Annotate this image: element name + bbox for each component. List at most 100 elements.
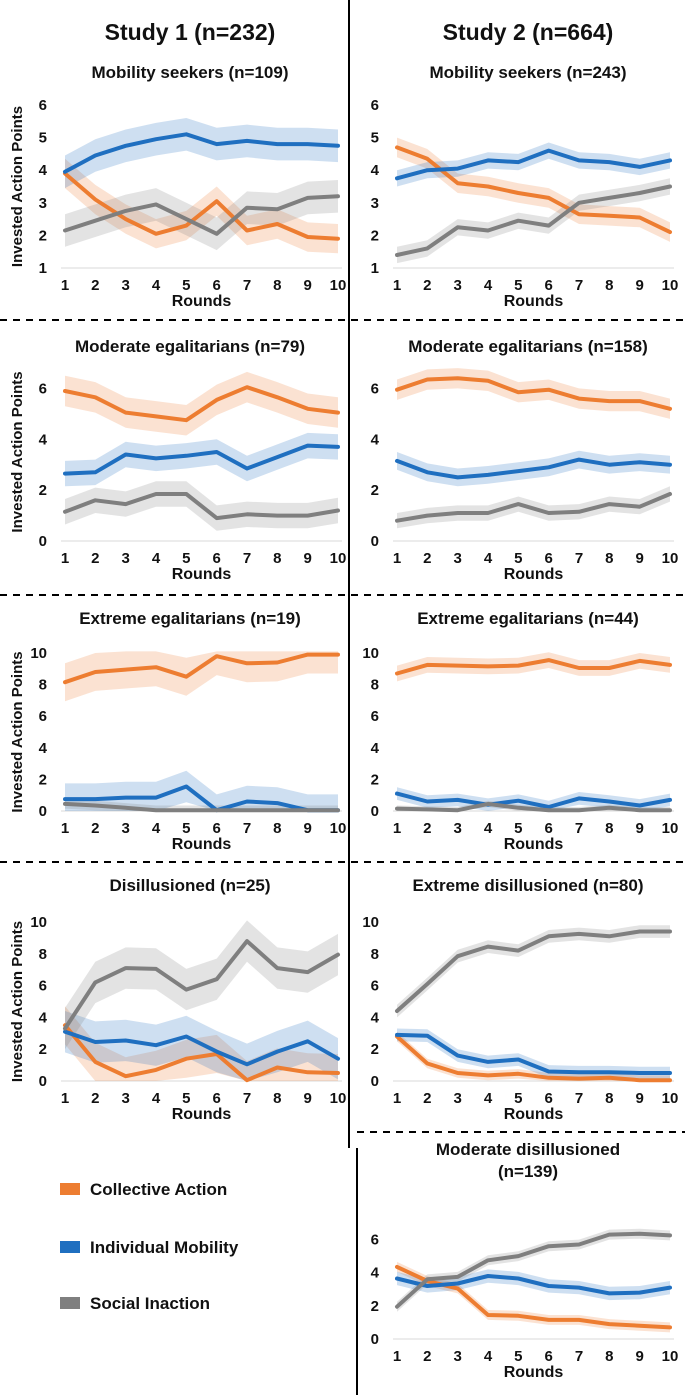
series-line-social-inaction: [395, 492, 672, 523]
x-tick-label: 3: [453, 820, 461, 837]
series-line-collective-action: [63, 385, 340, 423]
ci-band-social-inaction: [397, 925, 670, 1018]
y-tick-label: 10: [362, 645, 379, 662]
ci-band-social-inaction: [397, 1228, 670, 1312]
y-tick-label: 2: [371, 482, 379, 499]
y-tick-label: 4: [371, 162, 380, 179]
x-tick-label: 10: [662, 820, 679, 837]
x-tick-label: 6: [212, 820, 220, 837]
y-tick-label: 3: [39, 195, 47, 212]
x-tick-label: 8: [605, 820, 613, 837]
x-tick-label: 5: [514, 1348, 522, 1365]
series-line-collective-action: [63, 171, 340, 241]
x-tick-label: 1: [61, 550, 69, 567]
series-line-social-inaction: [395, 801, 672, 813]
x-tick-label: 6: [212, 277, 220, 294]
x-tick-label: 6: [544, 1090, 552, 1107]
legend-swatch-inaction: [60, 1297, 80, 1309]
x-tick-label: 4: [152, 277, 161, 294]
panel-s1-mobility-seekers: Mobility seekers (n=109) 1 2 3 4 5 6 1 2 3 4 5 6 7 8 9 1…: [9, 63, 346, 310]
x-tick-label: 1: [393, 820, 401, 837]
x-axis-label: Rounds: [172, 293, 232, 310]
x-tick-label: 3: [121, 820, 129, 837]
x-tick-label: 9: [635, 277, 643, 294]
x-tick-label: 7: [575, 820, 583, 837]
panel-s2-moderate-egalitarians: Moderate egalitarians (n=158) 0 2 4 6 1 2 3 4 5 6 7…: [371, 337, 679, 583]
x-tick-label: 2: [423, 550, 431, 567]
y-tick-label: 2: [371, 227, 379, 244]
y-tick-label: 0: [371, 803, 379, 820]
panel-s1-moderate-egalitarians: Moderate egalitarians (n=79) 0 2 4 6 1 2 3 4 5 6 7 8…: [9, 337, 346, 583]
series-line-social-inaction: [63, 194, 340, 236]
ci-band-individual-mobility: [397, 1028, 670, 1080]
y-tick-label: 5: [371, 130, 379, 147]
panel-title: Moderate egalitarians (n=158): [408, 337, 648, 356]
y-tick-label: 6: [371, 97, 379, 114]
series-line-social-inaction: [63, 939, 340, 1031]
y-tick-label: 0: [39, 803, 47, 820]
y-tick-label: 2: [371, 1041, 379, 1058]
y-tick-label: 8: [39, 677, 47, 694]
x-tick-label: 2: [91, 277, 99, 294]
x-tick-label: 6: [544, 277, 552, 294]
y-tick-label: 8: [39, 946, 47, 963]
x-tick-label: 4: [484, 820, 493, 837]
panel-title: Extreme egalitarians (n=19): [79, 609, 301, 628]
x-tick-label: 5: [182, 820, 190, 837]
x-tick-label: 7: [243, 277, 251, 294]
x-tick-label: 10: [662, 277, 679, 294]
series-line-individual-mobility: [63, 1029, 340, 1067]
x-tick-label: 2: [91, 1090, 99, 1107]
y-tick-label: 10: [30, 914, 47, 931]
study1-header: Study 1 (n=232): [105, 19, 276, 45]
legend-swatch-collective: [60, 1183, 80, 1195]
x-tick-label: 9: [635, 550, 643, 567]
x-tick-label: 5: [514, 277, 522, 294]
x-tick-label: 7: [243, 820, 251, 837]
y-tick-label: 10: [30, 645, 47, 662]
y-tick-label: 4: [371, 1265, 380, 1282]
y-tick-label: 6: [371, 708, 379, 725]
y-tick-label: 6: [39, 978, 47, 995]
ci-band-collective-action: [65, 371, 338, 436]
y-tick-label: 2: [39, 482, 47, 499]
x-tick-label: 4: [152, 820, 161, 837]
y-tick-label: 0: [39, 1073, 47, 1090]
series-line-social-inaction: [395, 1231, 672, 1309]
ci-band-individual-mobility: [397, 787, 670, 811]
x-tick-label: 8: [605, 277, 613, 294]
y-tick-label: 0: [371, 533, 379, 550]
panel-title: Moderate egalitarians (n=79): [75, 337, 305, 356]
x-tick-label: 9: [635, 1090, 643, 1107]
ci-band-individual-mobility: [65, 432, 338, 487]
x-tick-label: 9: [303, 1090, 311, 1107]
ci-band-individual-mobility: [65, 118, 338, 189]
x-tick-label: 5: [182, 550, 190, 567]
y-tick-label: 1: [39, 260, 47, 277]
x-tick-label: 6: [212, 1090, 220, 1107]
y-axis-label: Invested Action Points: [9, 106, 26, 267]
x-tick-label: 4: [484, 1090, 493, 1107]
x-tick-label: 10: [662, 550, 679, 567]
x-tick-label: 8: [273, 277, 281, 294]
x-tick-label: 8: [273, 1090, 281, 1107]
x-tick-label: 1: [393, 277, 401, 294]
x-tick-label: 1: [61, 277, 69, 294]
ci-band-collective-action: [65, 158, 338, 254]
study2-header: Study 2 (n=664): [443, 19, 614, 45]
x-tick-label: 2: [423, 820, 431, 837]
ci-band-collective-action: [397, 368, 670, 419]
series-line-social-inaction: [395, 929, 672, 1013]
y-tick-label: 8: [371, 946, 379, 963]
panel-title: Mobility seekers (n=109): [91, 63, 288, 82]
y-tick-label: 4: [39, 162, 48, 179]
x-tick-label: 6: [544, 550, 552, 567]
x-tick-label: 5: [182, 277, 190, 294]
series-line-individual-mobility: [395, 457, 672, 480]
x-tick-label: 6: [212, 550, 220, 567]
x-tick-label: 7: [575, 1348, 583, 1365]
series-line-individual-mobility: [395, 1032, 672, 1075]
x-tick-label: 7: [575, 550, 583, 567]
series-line-individual-mobility: [63, 784, 340, 813]
